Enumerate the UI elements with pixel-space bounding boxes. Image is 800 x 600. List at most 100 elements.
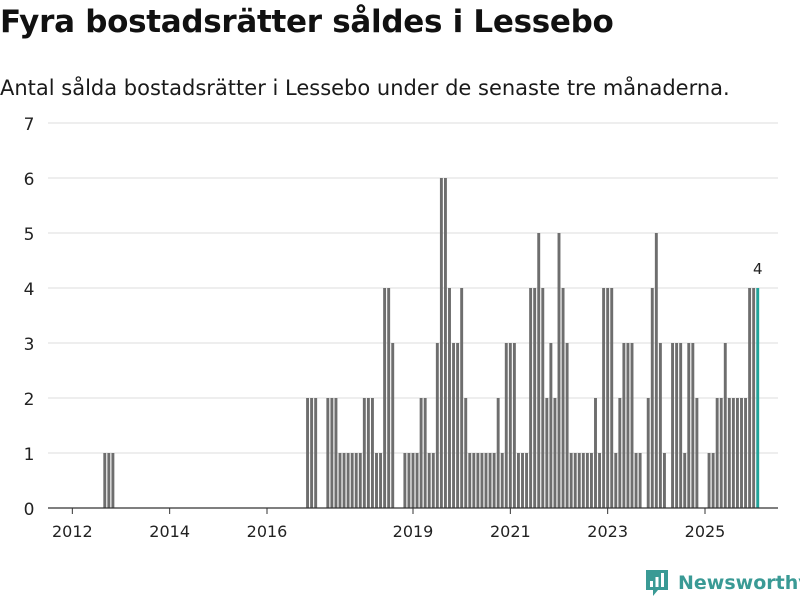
y-tick-label: 0 — [24, 500, 35, 520]
bar — [464, 398, 468, 508]
bar — [630, 343, 634, 508]
bar — [715, 398, 719, 508]
bar — [654, 233, 658, 508]
y-tick-label: 3 — [24, 335, 35, 355]
bar-chart: 0 1 2 3 4 5 6 7 2012 2014 2016 2019 2021 2023 2025 4 — [24, 115, 778, 541]
bar — [508, 343, 512, 508]
bar — [634, 453, 638, 508]
bar — [334, 398, 338, 508]
bar — [338, 453, 342, 508]
bar — [419, 398, 423, 508]
latest-value-label: 4 — [753, 260, 763, 278]
x-axis: 2012 2014 2016 2019 2021 2023 2025 — [48, 507, 778, 541]
bar — [525, 453, 529, 508]
bar — [744, 398, 748, 508]
bar — [618, 398, 622, 508]
bar — [606, 288, 610, 508]
x-tick-label: 2021 — [490, 522, 531, 541]
bar-latest — [756, 288, 760, 508]
bar — [383, 288, 387, 508]
bar — [306, 398, 310, 508]
bar — [731, 398, 735, 508]
bar — [512, 343, 516, 508]
x-tick-label: 2023 — [587, 522, 628, 541]
bar — [553, 398, 557, 508]
bar — [492, 453, 496, 508]
bar — [573, 453, 577, 508]
bar — [310, 398, 314, 508]
bar — [529, 288, 533, 508]
bar — [452, 343, 456, 508]
bar — [472, 453, 476, 508]
bar — [411, 453, 415, 508]
bar — [427, 453, 431, 508]
chart-subtitle: Antal sålda bostadsrätter i Lessebo unde… — [0, 76, 730, 100]
newsworthy-logo: Newsworthy — [644, 566, 800, 600]
bar — [646, 398, 650, 508]
bar — [650, 288, 654, 508]
bar — [403, 453, 407, 508]
bar — [391, 343, 395, 508]
bars — [103, 178, 760, 508]
bar — [111, 453, 115, 508]
bar — [662, 453, 666, 508]
x-tick-label: 2019 — [393, 522, 434, 541]
bar — [679, 343, 683, 508]
y-tick-label: 2 — [24, 390, 35, 410]
x-tick-label: 2012 — [52, 522, 93, 541]
bar — [549, 343, 553, 508]
bar — [545, 398, 549, 508]
bar — [415, 453, 419, 508]
bar — [346, 453, 350, 508]
bar — [557, 233, 561, 508]
bar — [370, 398, 374, 508]
bar — [687, 343, 691, 508]
bar — [719, 398, 723, 508]
bar — [723, 343, 727, 508]
bar — [589, 453, 593, 508]
bar — [541, 288, 545, 508]
bar — [626, 343, 630, 508]
bar — [480, 453, 484, 508]
bar — [565, 343, 569, 508]
bar — [375, 453, 378, 508]
bar — [330, 398, 334, 508]
bar — [598, 453, 602, 508]
x-tick-label: 2016 — [247, 522, 288, 541]
bar — [735, 398, 739, 508]
bar — [350, 453, 354, 508]
newsworthy-wordmark: Newsworthy — [678, 572, 800, 594]
annotations: 4 — [753, 260, 763, 278]
bar — [622, 343, 626, 508]
y-tick-label: 6 — [24, 170, 35, 190]
y-tick-label: 7 — [24, 115, 35, 135]
bar — [326, 398, 330, 508]
bar — [537, 233, 541, 508]
bar — [658, 343, 662, 508]
bar — [366, 398, 370, 508]
bar — [423, 398, 427, 508]
bar — [496, 398, 500, 508]
bar — [740, 398, 743, 508]
bar — [484, 453, 488, 508]
bar — [711, 453, 715, 508]
gridlines — [48, 122, 778, 454]
y-axis-labels: 0 1 2 3 4 5 6 7 — [24, 115, 35, 520]
bar — [638, 453, 642, 508]
bar — [362, 398, 366, 508]
bar — [448, 288, 451, 508]
bar — [387, 288, 391, 508]
bar — [752, 288, 756, 508]
bar — [683, 453, 687, 508]
bar — [569, 453, 573, 508]
bar — [107, 453, 111, 508]
bar — [577, 453, 581, 508]
bar — [610, 288, 614, 508]
bar — [488, 453, 492, 508]
bar — [439, 178, 443, 508]
bar — [675, 343, 679, 508]
y-tick-label: 4 — [24, 280, 35, 300]
bar — [594, 398, 597, 508]
bar — [504, 343, 508, 508]
bar — [516, 453, 520, 508]
